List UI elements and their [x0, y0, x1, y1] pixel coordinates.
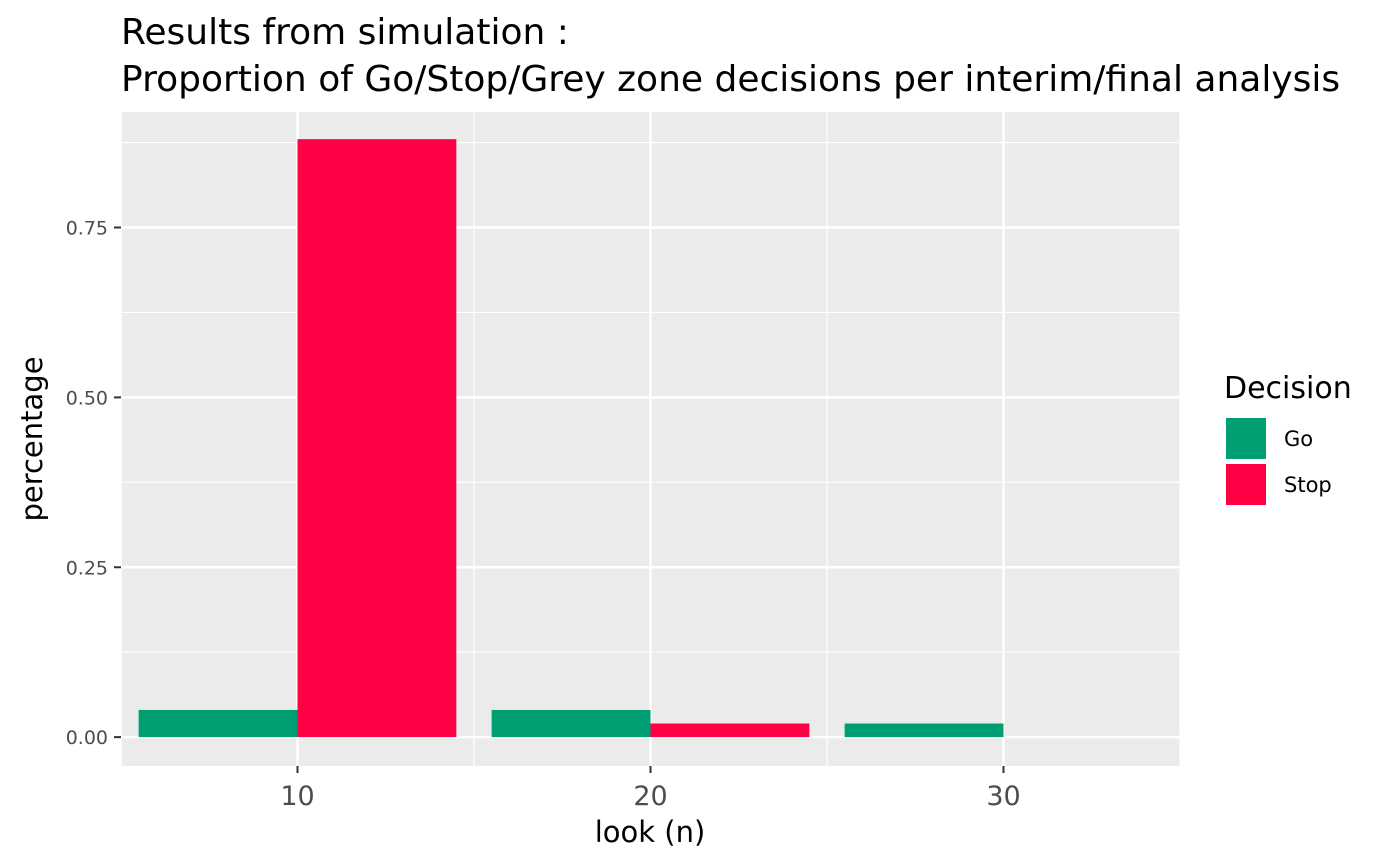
legend-title: Decision [1224, 371, 1352, 406]
bar-stop-10 [297, 139, 457, 738]
bar-stop-20 [650, 723, 810, 738]
bar-go-30 [844, 723, 1004, 738]
y-tick-label-2: 0.50 [66, 387, 108, 409]
x-tick-label-2: 30 [986, 781, 1020, 812]
x-tick-label-0: 10 [280, 781, 314, 812]
y-tick-label-3: 0.75 [66, 218, 108, 240]
x-tick-label-1: 20 [633, 781, 667, 812]
bar-go-10 [138, 709, 298, 738]
bars [138, 139, 1004, 738]
legend-key-go [1224, 416, 1268, 461]
x-axis: 10 20 30 [280, 766, 1021, 812]
y-axis: 0.00 0.25 0.50 0.75 [66, 218, 121, 749]
legend-label-stop: Stop [1284, 473, 1332, 497]
y-tick-label-1: 0.25 [66, 557, 108, 579]
legend-key-stop [1224, 462, 1268, 507]
chart-title-line2: Proportion of Go/Stop/Grey zone decision… [121, 59, 1340, 100]
x-axis-label: look (n) [595, 815, 706, 849]
chart-title-line1: Results from simulation : [121, 12, 569, 53]
legend-items: Go Stop [1224, 416, 1332, 507]
legend: Decision Go Stop [1224, 371, 1352, 507]
bar-go-20 [491, 709, 651, 738]
y-tick-label-0: 0.00 [66, 727, 108, 749]
y-axis-label: percentage [15, 356, 49, 521]
legend-label-go: Go [1284, 427, 1313, 451]
